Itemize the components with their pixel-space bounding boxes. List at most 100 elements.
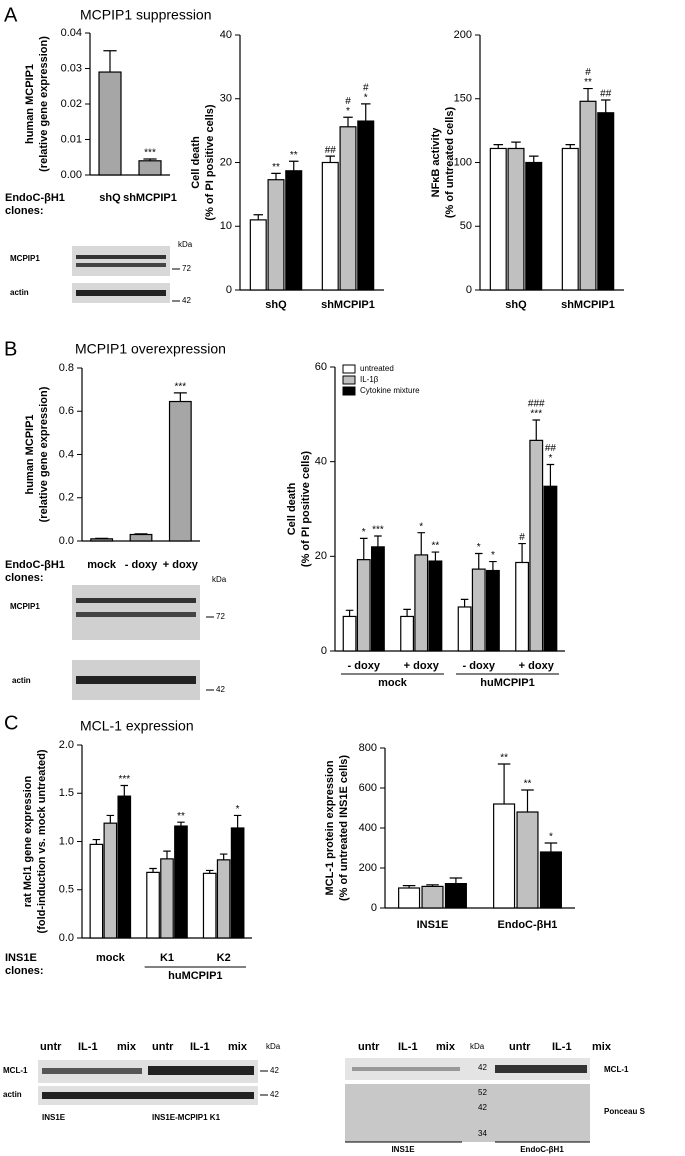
bar [117, 795, 132, 939]
y-tick-label: 800 [359, 742, 377, 754]
kda-label: kDa [470, 1042, 485, 1051]
significance-mark: ** [290, 150, 298, 161]
x-tick-label: - doxy [348, 660, 381, 672]
y-tick-label: 0 [321, 645, 327, 657]
bar [98, 71, 122, 176]
blot-group-label: INS1E-MCPIP1 K1 [152, 1113, 221, 1122]
error-bar [219, 853, 228, 860]
kda-marker: 72 [182, 264, 191, 273]
error-bar [103, 50, 117, 73]
legend-label: untreated [360, 364, 394, 373]
kda-marker: 52 [478, 1088, 487, 1097]
y-tick-label: 0.6 [59, 405, 74, 417]
lane-label: mix [228, 1041, 248, 1053]
y-tick-label: 60 [315, 361, 327, 373]
bar [160, 858, 174, 939]
error-bar [600, 99, 611, 113]
legend-swatch [342, 386, 356, 396]
y-tick-label: 20 [315, 550, 327, 562]
y-axis-label: (% of PI positive cells) [204, 104, 216, 220]
bar [579, 100, 597, 291]
bar [129, 533, 153, 542]
y-axis-label: (% of untreated INS1E cells) [338, 755, 350, 901]
bar [428, 560, 443, 652]
error-bar [233, 814, 242, 828]
kda-marker: 42 [478, 1103, 487, 1112]
bar [493, 803, 516, 909]
error-bar [532, 419, 541, 441]
kda-marker: 34 [478, 1129, 487, 1138]
y-tick-label: 0.2 [59, 492, 74, 504]
x-tick-label: shQ [505, 299, 527, 311]
x-axis-label: clones: [5, 572, 44, 584]
x-tick-label: - doxy [463, 660, 496, 672]
significance-mark: *** [372, 525, 384, 536]
group-label: huMCPIP1 [168, 970, 222, 982]
bar [339, 126, 357, 291]
x-tick-label: shMCPIP1 [321, 299, 375, 311]
y-tick-label: 40 [220, 29, 232, 41]
x-tick-label: - doxy [125, 559, 158, 571]
error-bar [205, 869, 214, 874]
y-axis-label: (relative gene expression) [38, 36, 50, 172]
bar [516, 811, 539, 909]
y-tick-label: 100 [454, 156, 472, 168]
bar [457, 606, 472, 652]
kda-label: kDa [266, 1042, 281, 1051]
error-bar [134, 533, 148, 535]
lane-label: mix [436, 1041, 456, 1053]
lane-label: untr [40, 1041, 62, 1053]
error-bar [345, 609, 354, 617]
legend-label: IL-1β [360, 375, 379, 384]
x-tick-label: + doxy [404, 660, 440, 672]
y-tick-label: 1.5 [59, 787, 74, 799]
y-axis-label: Cell death [286, 482, 298, 535]
lane-label: mix [592, 1041, 612, 1053]
error-bar [489, 560, 497, 571]
error-bar [173, 392, 187, 402]
bar [543, 485, 558, 652]
significance-mark: * [549, 832, 553, 843]
error-bar [417, 532, 426, 555]
x-tick-label: shMCPIP1 [123, 192, 177, 204]
error-bar [426, 884, 439, 887]
panel-title: MCPIP1 overexpression [75, 341, 226, 357]
significance-mark: * [491, 550, 495, 561]
kda-label: kDa [212, 575, 227, 584]
blot-band [352, 1067, 460, 1071]
blot-band [76, 263, 166, 267]
error-bar [343, 116, 353, 127]
error-bar [288, 160, 299, 171]
blot-band [76, 612, 196, 617]
bar [174, 825, 188, 939]
y-axis-label: (% of PI positive cells) [300, 451, 312, 567]
bar [421, 885, 444, 909]
error-bar [374, 535, 382, 547]
blot-c-right: untr IL-1 mix untr IL-1 mix kDa 42 52 42… [345, 1041, 646, 1154]
significance-mark: * [364, 92, 368, 103]
x-tick-label: + doxy [519, 660, 555, 672]
blot-row-label: MCPIP1 [10, 254, 40, 263]
bar [485, 569, 500, 652]
blot-group-label: EndoC-βH1 [520, 1145, 564, 1154]
bar [597, 112, 615, 291]
y-tick-label: 0.03 [61, 62, 82, 74]
x-tick-label: INS1E [417, 919, 449, 931]
y-axis-label: rat Mcl1 gene expression [22, 776, 34, 908]
y-tick-label: 0.04 [61, 27, 82, 39]
blot-row-label: actin [3, 1090, 22, 1099]
bar [103, 822, 118, 939]
blot-group-label: INS1E [42, 1113, 66, 1122]
blot-band [42, 1092, 254, 1099]
error-bar [325, 155, 336, 163]
significance-mark: * [419, 521, 423, 532]
error-bar [402, 885, 416, 888]
error-bar [544, 842, 558, 852]
bar [202, 872, 217, 939]
blot-row-label: actin [12, 676, 31, 685]
x-tick-label: EndoC-βH1 [498, 919, 558, 931]
blot-band [76, 255, 166, 259]
bar [146, 871, 160, 939]
error-bar [493, 144, 504, 149]
y-tick-label: 0.01 [61, 133, 82, 145]
